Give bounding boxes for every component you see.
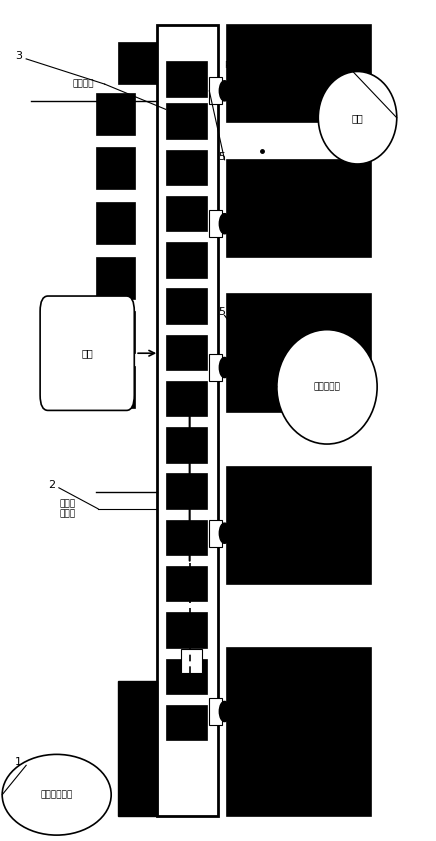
Bar (209, 354, 222, 381)
Bar (118, 42, 157, 84)
Text: SC1: SC1 (281, 706, 299, 715)
Bar (96, 202, 135, 244)
FancyBboxPatch shape (166, 335, 207, 370)
Text: PS2: PS2 (225, 527, 241, 536)
Text: SC3: SC3 (314, 231, 332, 240)
Text: PSn: PSn (225, 61, 242, 70)
FancyBboxPatch shape (166, 612, 207, 648)
Circle shape (219, 701, 230, 722)
Circle shape (219, 357, 230, 378)
Text: 执行机构: 执行机构 (72, 80, 94, 88)
Ellipse shape (277, 330, 377, 444)
FancyBboxPatch shape (166, 659, 207, 694)
Circle shape (219, 214, 230, 234)
FancyBboxPatch shape (166, 473, 207, 509)
Bar (96, 147, 135, 189)
Bar (96, 93, 135, 135)
Bar (209, 210, 222, 237)
Bar (96, 257, 135, 299)
Text: 零件: 零件 (82, 348, 93, 358)
Bar (209, 520, 222, 547)
FancyBboxPatch shape (166, 288, 207, 324)
FancyBboxPatch shape (166, 520, 207, 555)
Bar (227, 294, 371, 412)
Text: PS1: PS1 (225, 706, 242, 715)
Bar (96, 311, 135, 353)
Text: 1: 1 (15, 757, 22, 767)
Bar (181, 649, 202, 673)
FancyBboxPatch shape (166, 61, 207, 97)
Text: SCn: SCn (281, 61, 299, 70)
FancyBboxPatch shape (166, 705, 207, 740)
Bar (209, 77, 222, 104)
FancyBboxPatch shape (166, 427, 207, 463)
Text: 5: 5 (218, 151, 225, 161)
Bar (227, 160, 371, 257)
Text: 5: 5 (218, 307, 225, 317)
Bar (227, 648, 371, 816)
FancyBboxPatch shape (166, 150, 207, 185)
Text: 3: 3 (15, 50, 22, 61)
Bar (227, 25, 371, 122)
Text: PS3: PS3 (225, 364, 242, 373)
Text: 4: 4 (349, 59, 356, 69)
Text: 零件识别设备: 零件识别设备 (41, 791, 73, 799)
Text: SC2: SC2 (281, 527, 299, 536)
Bar (209, 698, 222, 725)
FancyBboxPatch shape (166, 381, 207, 416)
Bar (118, 681, 157, 816)
Bar (227, 467, 371, 584)
FancyBboxPatch shape (166, 196, 207, 231)
Ellipse shape (318, 71, 397, 164)
FancyBboxPatch shape (166, 242, 207, 278)
Text: 流水线
传送带: 流水线 传送带 (60, 499, 75, 519)
Circle shape (219, 523, 230, 543)
Text: 包选: 包选 (352, 113, 363, 123)
Ellipse shape (2, 754, 111, 835)
FancyBboxPatch shape (166, 103, 207, 139)
Bar (157, 25, 218, 816)
FancyBboxPatch shape (166, 566, 207, 601)
FancyBboxPatch shape (40, 296, 134, 410)
Bar (96, 366, 135, 408)
Circle shape (219, 81, 230, 101)
Text: 2: 2 (48, 479, 55, 489)
Text: 光电传感器: 光电传感器 (313, 383, 341, 391)
